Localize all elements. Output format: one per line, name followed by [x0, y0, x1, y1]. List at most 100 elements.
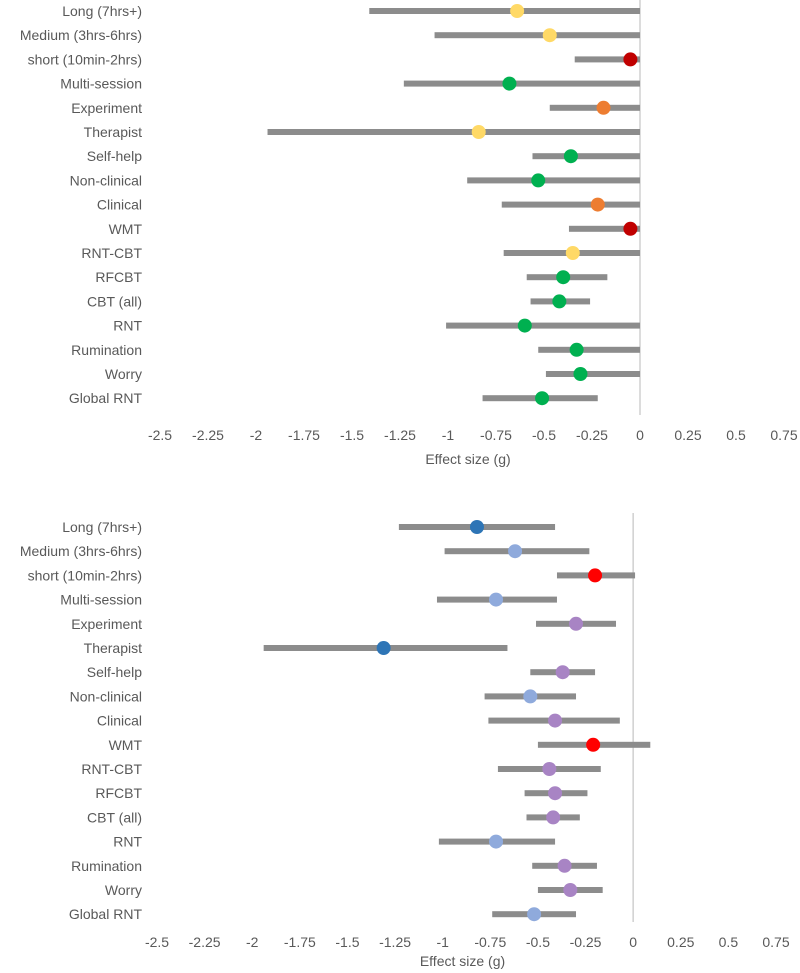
bottom-category-label: CBT (all): [87, 809, 142, 825]
top-category-label: RNT-CBT: [81, 245, 142, 261]
top-point-estimate: [590, 197, 605, 212]
bottom-x-tick-label: -2.25: [189, 934, 221, 950]
top-x-tick-label: -0.5: [532, 427, 556, 443]
bottom-point-estimate: [586, 737, 601, 752]
top-point-estimate: [531, 173, 546, 188]
bottom-x-tick-label: -1: [436, 934, 449, 950]
top-ci-bar: [568, 225, 640, 232]
bottom-category-label: Global RNT: [69, 906, 143, 922]
top-category-label: Self-help: [87, 148, 142, 164]
bottom-x-tick-label: 0: [629, 934, 637, 950]
bottom-category-label: Long (7hrs+): [62, 519, 142, 535]
forest-plot-top: Long (7hrs+) Medium (3hrs-6hrs) short (10m…: [20, 0, 798, 467]
top-ci-bar: [545, 371, 640, 377]
top-point-estimate: [573, 367, 588, 381]
top-x-tick-label: -2.25: [192, 427, 224, 443]
bottom-point-estimate: [555, 665, 570, 680]
top-ci-bar: [446, 322, 640, 329]
top-category-label: CBT (all): [87, 293, 142, 309]
bottom-category-label: Multi-session: [60, 592, 142, 608]
bottom-category-label: Medium (3hrs-6hrs): [20, 543, 142, 559]
bottom-point-estimate: [548, 713, 563, 728]
top-point-estimate: [556, 270, 571, 285]
top-x-tick-label: -2: [250, 427, 263, 443]
top-ci-bar: [403, 80, 640, 87]
bottom-x-tick-label: 0.5: [719, 934, 739, 950]
top-x-tick-label: -0.75: [480, 427, 512, 443]
bottom-point-estimate: [527, 907, 542, 922]
bottom-category-label: Worry: [105, 882, 142, 898]
top-x-tick-label: 0.75: [770, 427, 797, 443]
top-point-estimate: [517, 318, 532, 333]
top-category-label: Medium (3hrs-6hrs): [20, 27, 142, 43]
top-x-axis-title: Effect size (g): [425, 451, 510, 467]
top-point-estimate: [596, 100, 611, 115]
top-category-label: WMT: [109, 221, 143, 237]
bottom-category-label: Rumination: [71, 858, 142, 874]
top-point-estimate: [552, 294, 567, 309]
top-ci-bar: [549, 104, 640, 111]
top-ci-bar: [538, 346, 640, 353]
top-point-estimate: [502, 76, 517, 91]
bottom-x-tick-label: -2.5: [145, 934, 169, 950]
top-ci-bar: [369, 8, 640, 14]
bottom-x-tick-label: -1.75: [284, 934, 316, 950]
top-category-label: short (10min-2hrs): [28, 51, 142, 67]
bottom-point-estimate: [376, 641, 391, 655]
top-point-estimate: [510, 4, 525, 18]
bottom-category-label: RNT: [113, 834, 142, 850]
top-category-label: Rumination: [71, 342, 142, 358]
bottom-category-label: Non-clinical: [70, 688, 142, 704]
bottom-point-estimate: [563, 883, 578, 897]
top-category-label: Worry: [105, 366, 142, 382]
bottom-x-tick-label: -0.75: [474, 934, 506, 950]
top-x-tick-label: 0.25: [674, 427, 701, 443]
bottom-x-tick-label: -1.25: [379, 934, 411, 950]
bottom-x-axis-title: Effect size (g): [420, 953, 505, 969]
bottom-category-label: short (10min-2hrs): [28, 567, 142, 583]
bottom-x-tick-label: -0.5: [526, 934, 550, 950]
top-ci-bar: [574, 56, 640, 63]
top-category-label: Experiment: [71, 100, 142, 116]
bottom-point-estimate: [469, 520, 484, 534]
bottom-x-tick-label: -2: [246, 934, 259, 950]
bottom-category-label: Therapist: [84, 640, 142, 656]
bottom-point-estimate: [569, 616, 584, 631]
bottom-category-label: RFCBT: [95, 785, 142, 801]
top-x-tick-label: 0: [636, 427, 644, 443]
bottom-category-label: Experiment: [71, 616, 142, 632]
bottom-point-estimate: [489, 834, 504, 849]
bottom-point-estimate: [557, 858, 572, 873]
bottom-point-estimate: [546, 810, 561, 825]
bottom-point-estimate: [588, 568, 603, 583]
top-category-label: RFCBT: [95, 269, 142, 285]
bottom-point-estimate: [523, 689, 538, 704]
bottom-point-estimate: [489, 592, 504, 607]
top-category-label: Multi-session: [60, 76, 142, 92]
bottom-x-tick-label: -1.5: [335, 934, 359, 950]
top-point-estimate: [623, 52, 638, 67]
bottom-category-label: WMT: [109, 737, 143, 753]
top-point-estimate: [542, 28, 557, 43]
top-point-estimate: [471, 125, 486, 139]
top-ci-bar: [501, 201, 640, 208]
top-x-tick-label: -1: [442, 427, 455, 443]
top-x-tick-label: -1.5: [340, 427, 364, 443]
top-point-estimate: [623, 221, 638, 236]
bottom-point-estimate: [548, 786, 563, 801]
bottom-category-label: Self-help: [87, 664, 142, 680]
bottom-x-tick-label: 0.25: [667, 934, 694, 950]
top-x-tick-label: -1.75: [288, 427, 320, 443]
bottom-category-label: Clinical: [97, 713, 142, 729]
top-category-label: Clinical: [97, 197, 142, 213]
top-category-label: Long (7hrs+): [62, 3, 142, 19]
top-point-estimate: [569, 342, 584, 357]
top-ci-bar: [267, 129, 640, 135]
top-x-tick-label: -2.5: [148, 427, 172, 443]
top-x-tick-label: -0.25: [576, 427, 608, 443]
top-point-estimate: [535, 391, 550, 406]
top-x-tick-label: -1.25: [384, 427, 416, 443]
top-category-label: Therapist: [84, 124, 142, 140]
